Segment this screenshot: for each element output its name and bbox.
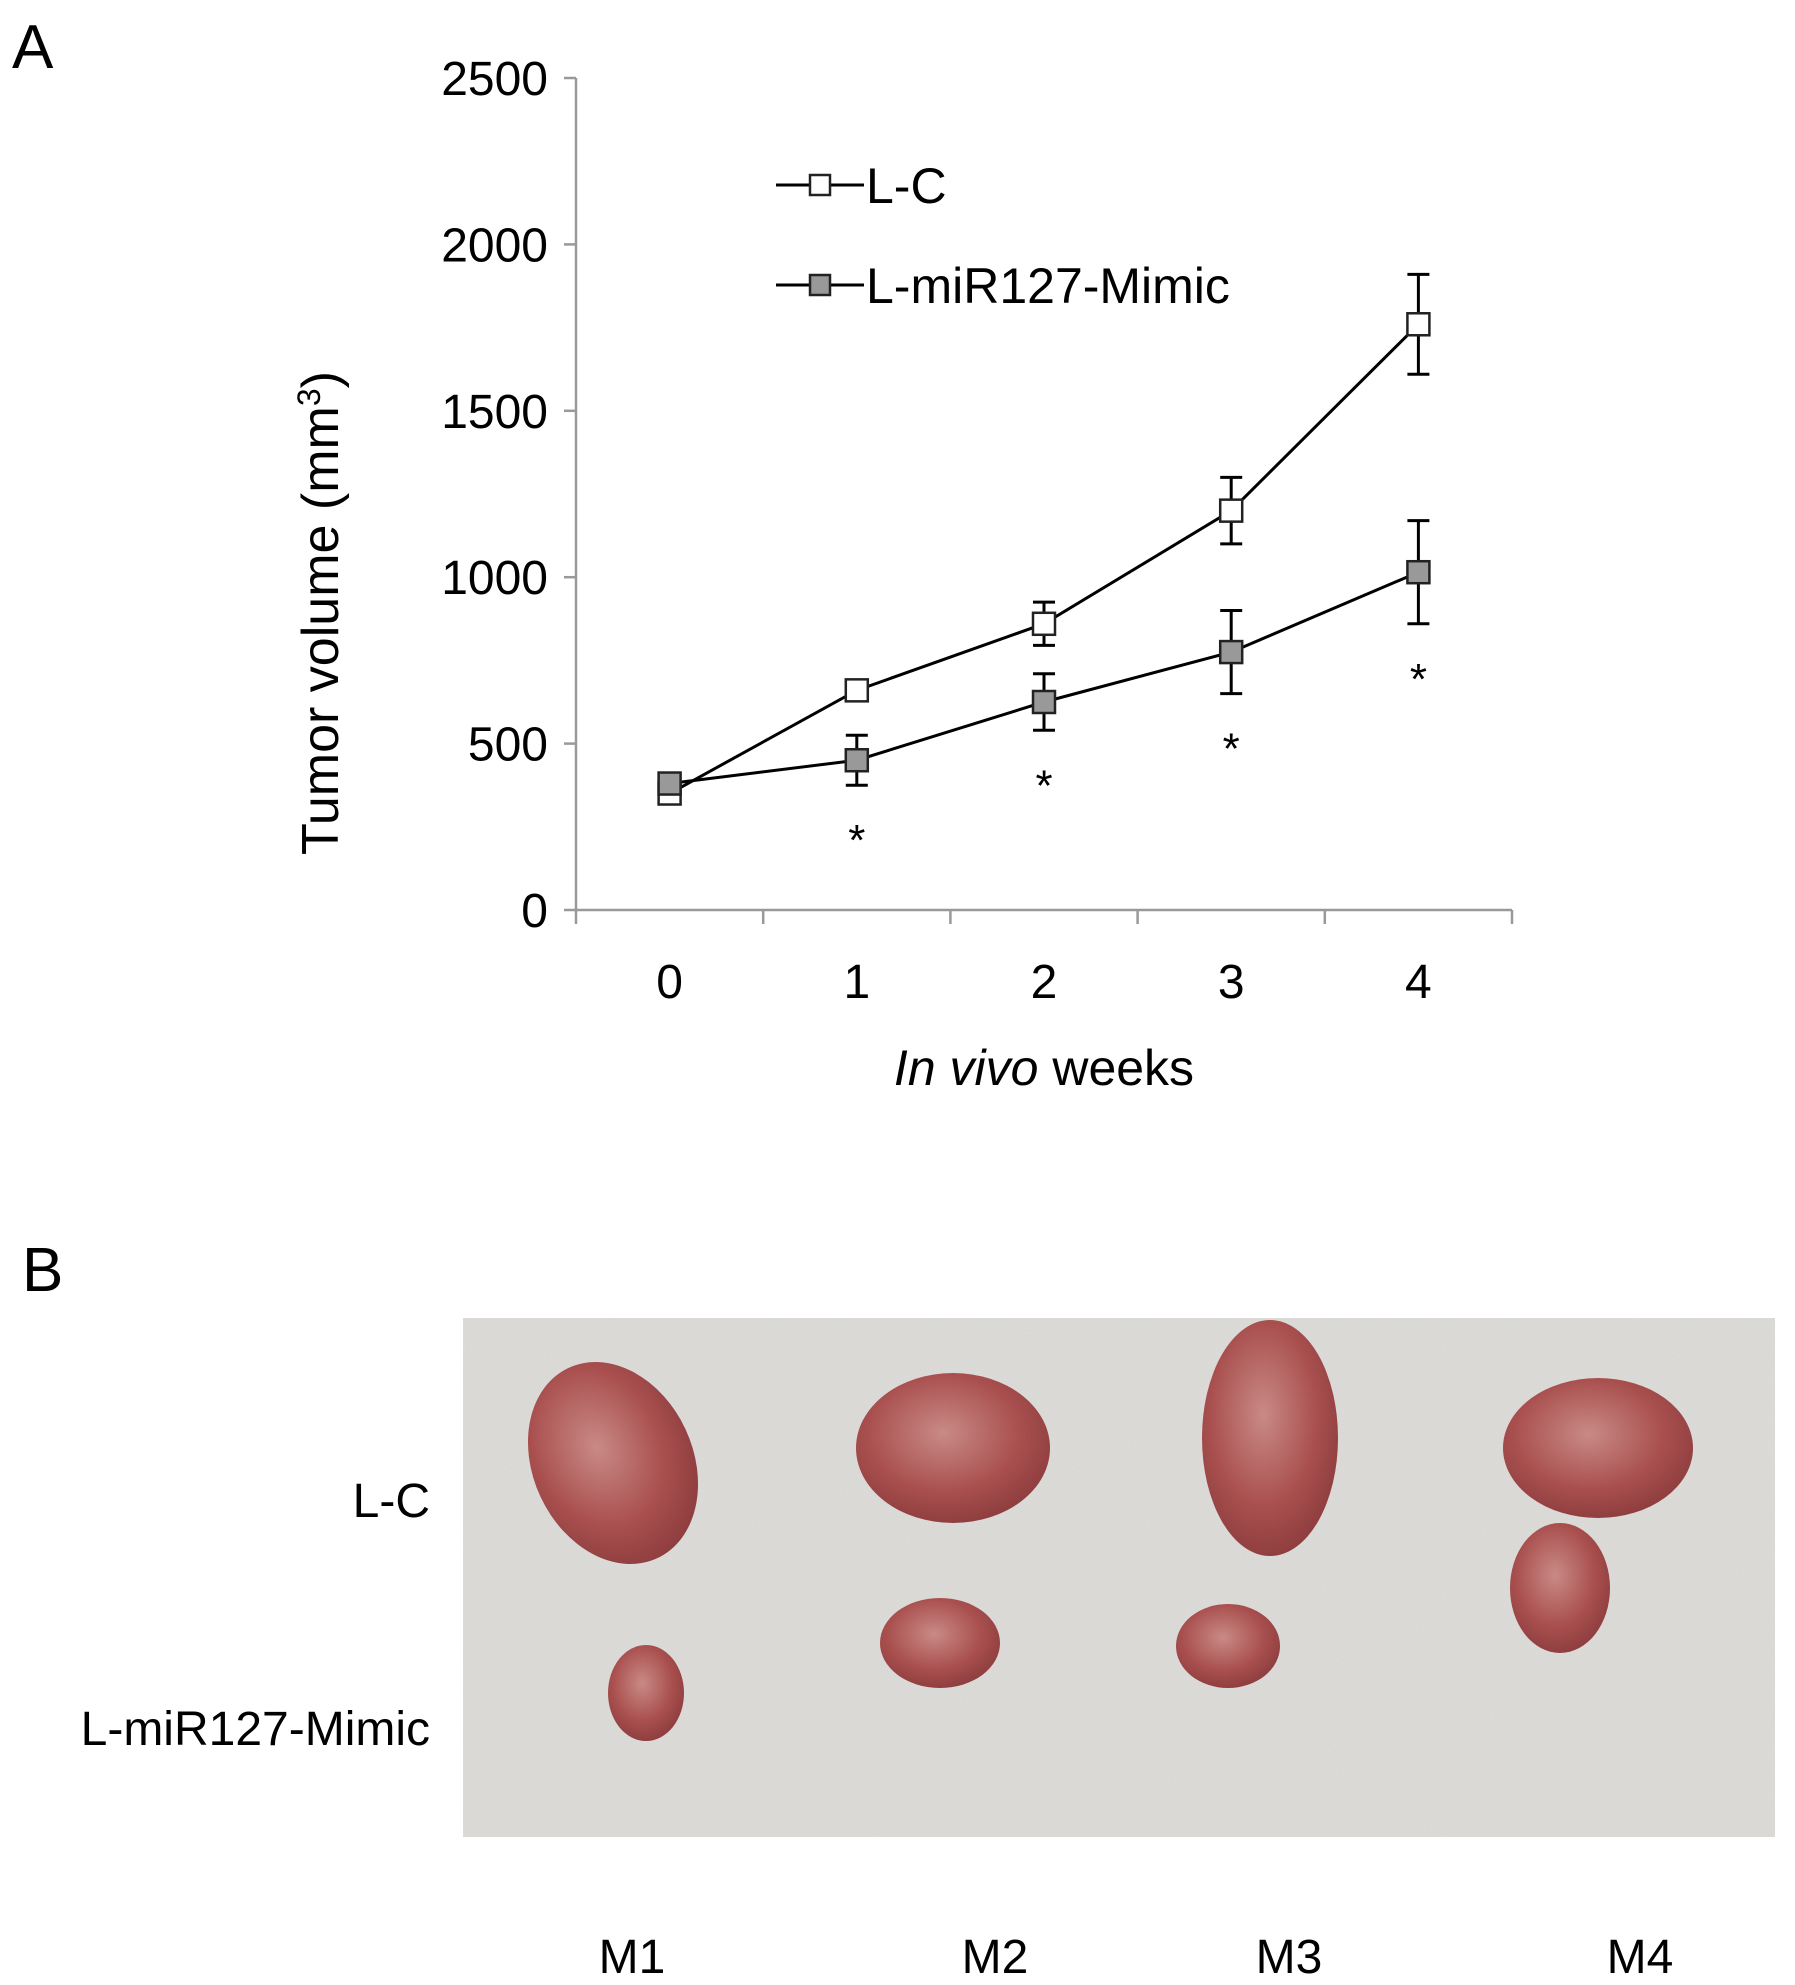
column-label-m2: M2 (961, 1931, 1029, 1984)
tumor-lc-m4 (1503, 1378, 1693, 1518)
x-tick-label: 2 (1031, 956, 1058, 1009)
data-point-0 (1031, 611, 1057, 637)
legend-label-0: L-C (866, 158, 947, 214)
y-axis-label-superscript: 3 (291, 388, 327, 406)
data-point-1 (1218, 639, 1244, 665)
tumor-mimic-m1 (608, 1645, 684, 1741)
panel-a-label: A (12, 13, 54, 82)
significance-asterisk: * (1035, 761, 1052, 810)
significance-asterisk: * (848, 816, 865, 865)
y-tick-label: 2500 (441, 53, 548, 106)
tumor-photo (463, 1318, 1775, 1837)
column-label-m3: M3 (1255, 1931, 1323, 1984)
y-tick-label: 500 (468, 719, 548, 772)
row-label-lc: L-C (352, 1475, 430, 1528)
column-label-m4: M4 (1606, 1931, 1674, 1984)
data-point-1 (844, 747, 870, 773)
tumor-lc-m1 (527, 1362, 699, 1564)
legend-label-1: L-miR127-Mimic (866, 258, 1230, 314)
data-point-0 (844, 678, 870, 703)
y-axis-label: Tumor volume (mm3) (291, 371, 350, 855)
data-point-1 (657, 771, 682, 796)
data-point-0 (1218, 498, 1244, 523)
x-tick-label: 3 (1218, 956, 1245, 1009)
tumor-lc-m3 (1202, 1320, 1338, 1556)
panel-b-label: B (22, 1236, 64, 1305)
x-tick-label: 0 (656, 956, 683, 1009)
y-tick-label: 1000 (441, 552, 548, 605)
significance-asterisk: * (1410, 655, 1427, 704)
data-point-1 (1406, 559, 1431, 585)
row-label-mimic: L-miR127-Mimic (80, 1703, 430, 1756)
y-tick-label: 0 (521, 885, 548, 938)
tumor-lc-m2 (856, 1373, 1050, 1523)
x-tick-label: 1 (843, 956, 870, 1009)
y-axis-label-close: ) (292, 371, 350, 388)
y-tick-label: 1500 (441, 386, 548, 439)
tumor-mimic-m3 (1176, 1604, 1280, 1688)
tumor-mimic-m4 (1510, 1523, 1610, 1653)
tumor-mimic-m2 (880, 1598, 1000, 1688)
x-axis-label-rest: weeks (1038, 1040, 1194, 1096)
x-tick-label: 4 (1405, 956, 1432, 1009)
x-axis-label-italic: In vivo (894, 1040, 1039, 1096)
tumor-volume-chart: 0 500 1000 1500 2000 2500 0 1 2 3 4 In vivo weeks Tu… (291, 53, 1514, 1096)
legend-marker-0 (808, 173, 832, 197)
legend-marker-1 (808, 273, 832, 297)
x-axis-label: In vivo weeks (894, 1040, 1194, 1096)
column-label-m1: M1 (598, 1931, 666, 1984)
y-axis-label-text: Tumor volume (mm (292, 406, 350, 855)
data-point-0 (1406, 312, 1431, 337)
data-point-1 (1031, 689, 1057, 715)
y-tick-label: 2000 (441, 219, 548, 272)
significance-asterisk: * (1223, 725, 1240, 774)
